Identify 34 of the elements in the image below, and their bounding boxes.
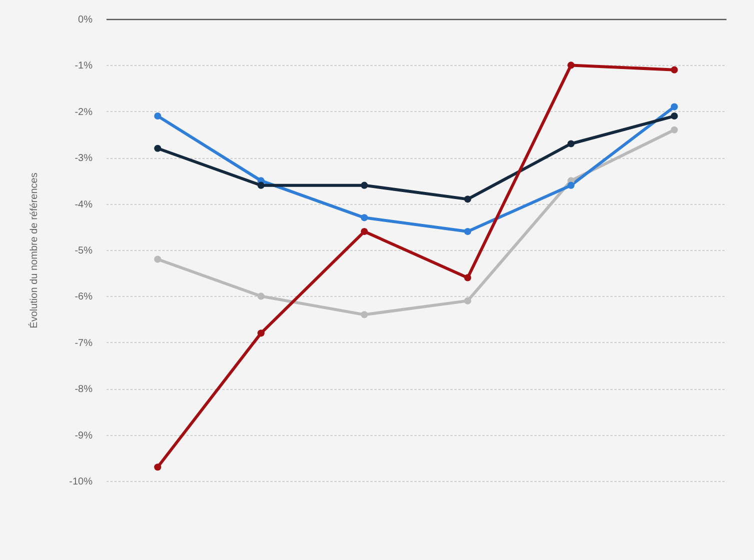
- point: [567, 182, 575, 189]
- point: [360, 228, 368, 236]
- point: [670, 112, 678, 120]
- point: [257, 330, 265, 337]
- point: [464, 297, 472, 304]
- point: [567, 140, 575, 148]
- point: [670, 66, 678, 74]
- y-tick-label: -3%: [74, 153, 93, 164]
- y-tick-label: -9%: [74, 430, 93, 442]
- point: [360, 214, 368, 222]
- y-tick-label: -2%: [74, 106, 93, 118]
- point: [464, 228, 472, 236]
- point: [670, 103, 678, 110]
- point: [464, 274, 472, 282]
- y-tick-label: -6%: [74, 292, 93, 303]
- point: [360, 182, 368, 189]
- y-tick-label: 0%: [78, 14, 93, 26]
- y-tick-label: -7%: [74, 338, 93, 349]
- point: [360, 311, 368, 318]
- y-tick-label: -8%: [74, 384, 93, 396]
- point: [257, 182, 265, 189]
- point: [464, 196, 472, 203]
- point: [567, 62, 575, 69]
- point: [154, 112, 162, 120]
- point: [257, 292, 265, 300]
- y-tick-label: -1%: [74, 60, 93, 72]
- y-axis-title: Évolution du nombre de références: [28, 172, 40, 328]
- point: [154, 256, 162, 263]
- point: [154, 144, 162, 152]
- point: [154, 464, 162, 471]
- point: [670, 126, 678, 134]
- y-tick-label: -5%: [74, 246, 93, 256]
- y-tick-label: -10%: [69, 476, 93, 488]
- y-tick-label: -4%: [74, 199, 93, 210]
